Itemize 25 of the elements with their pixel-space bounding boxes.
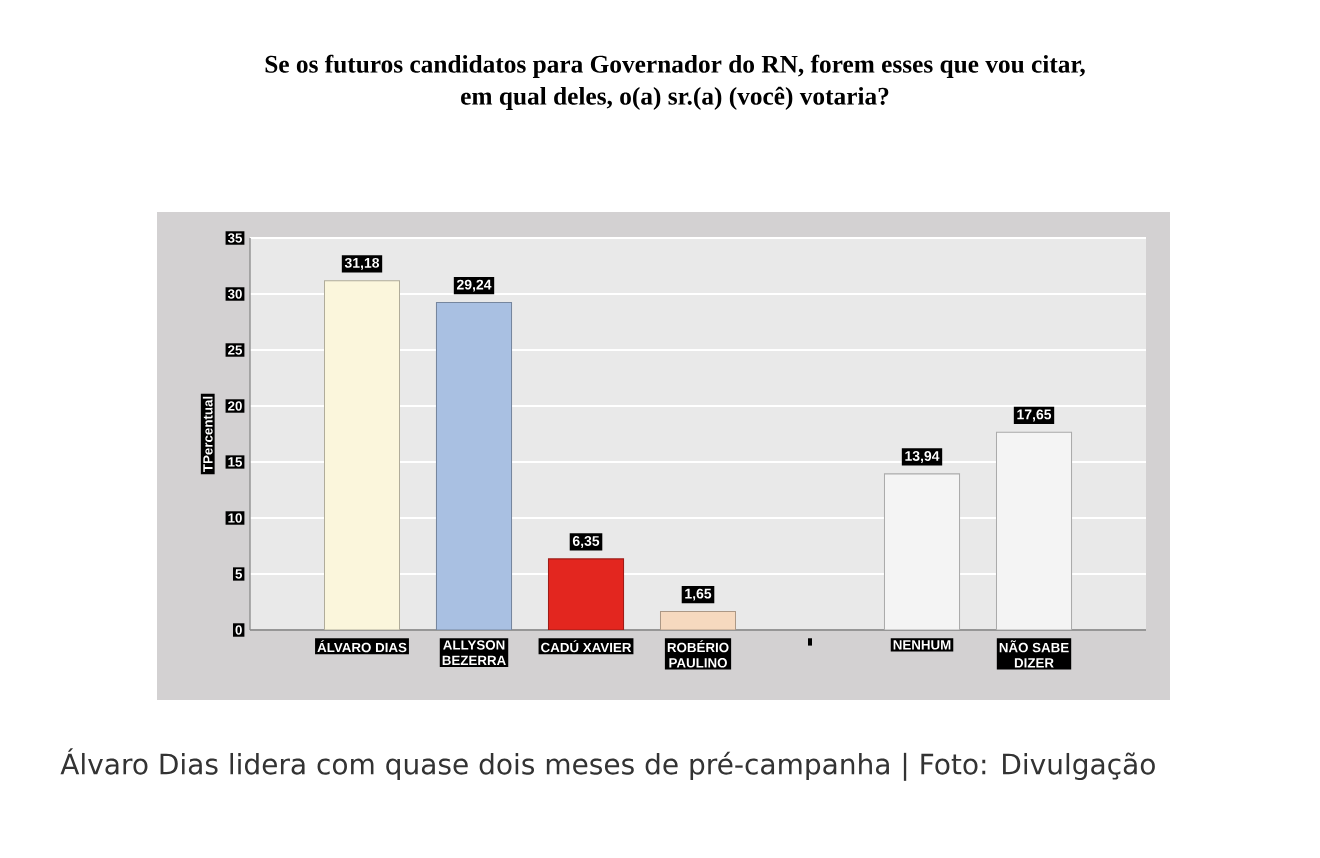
y-tick-label: 0 bbox=[235, 625, 242, 635]
x-tick-label: ALLYSON BEZERRA bbox=[442, 640, 506, 665]
data-label: 1,65 bbox=[685, 588, 712, 601]
x-tick-label: NENHUM bbox=[893, 640, 951, 650]
y-tick-label: 10 bbox=[228, 513, 242, 523]
data-label: 31,18 bbox=[344, 257, 380, 270]
x-tick-label: CADÚ XAVIER bbox=[541, 640, 632, 653]
text: Álvaro Dias lidera com quase dois meses de pré-campanha | Foto: Divulgação bbox=[60, 748, 1155, 781]
y-tick-label: 20 bbox=[228, 401, 242, 411]
x-tick-label: ROBÉRIO PAULINO bbox=[667, 640, 729, 668]
data-label: 13,94 bbox=[905, 451, 940, 463]
data-label: 29,24 bbox=[456, 279, 492, 292]
data-label: 17,65 bbox=[1017, 409, 1052, 422]
bar bbox=[659, 610, 737, 630]
chart-title: Se os futuros candidatos para Governador do RN, forem esses que vou citar, em qual deles, o(a) sr.(a) (você) votaria? bbox=[265, 54, 1085, 110]
data-label: 6,35 bbox=[572, 536, 600, 548]
y-tick-label: 15 bbox=[228, 457, 243, 467]
y-tick-label: 25 bbox=[228, 345, 243, 355]
x-tick-label: ÁLVARO DIAS bbox=[317, 640, 407, 653]
y-tick-label: 5 bbox=[235, 569, 243, 579]
y-tick-label: 35 bbox=[227, 233, 243, 243]
y-tick-label: 30 bbox=[227, 289, 242, 299]
x-tick-label: NÃO SABE DIZER bbox=[999, 640, 1069, 668]
y-axis-title: TPercentual bbox=[202, 396, 213, 473]
bar bbox=[323, 280, 401, 630]
